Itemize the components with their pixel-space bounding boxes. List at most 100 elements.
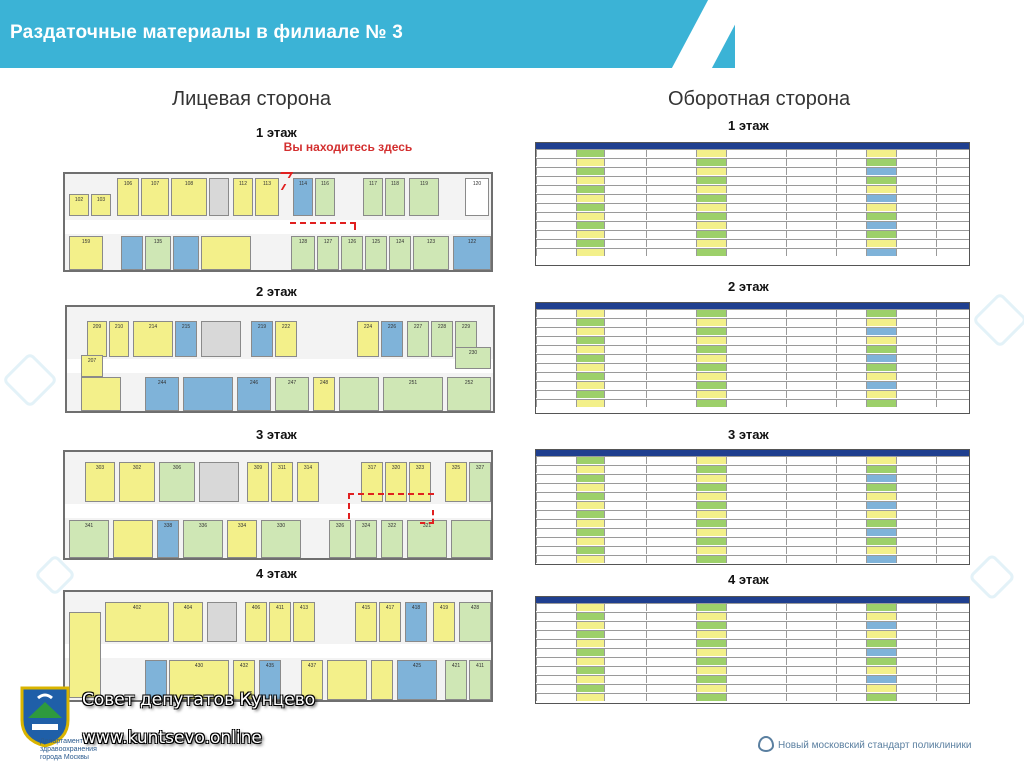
room: 418 — [405, 602, 427, 642]
table-cell — [936, 511, 969, 518]
table-cell — [866, 346, 896, 353]
table-cell — [696, 676, 726, 683]
table-cell — [536, 685, 576, 692]
table-cell — [866, 502, 896, 509]
table-cell — [936, 337, 969, 344]
room: 128 — [291, 236, 315, 270]
table-cell — [696, 529, 726, 536]
table-cell — [696, 195, 726, 202]
table-floor-3-label: 3 этаж — [728, 427, 769, 442]
table-cell — [696, 613, 726, 620]
table-cell — [936, 466, 969, 473]
table-cell — [936, 484, 969, 491]
table-row — [536, 345, 969, 353]
table-cell — [726, 319, 786, 326]
table-cell — [866, 391, 896, 398]
table-row — [536, 456, 969, 464]
table-cell — [866, 249, 896, 256]
table-cell — [866, 204, 896, 211]
table-cell — [604, 400, 646, 407]
table-cell — [896, 337, 936, 344]
room: 224 — [357, 321, 379, 357]
table-cell — [836, 159, 866, 166]
table-cell — [604, 391, 646, 398]
table-cell — [936, 613, 969, 620]
table-cell — [726, 649, 786, 656]
table-cell — [896, 622, 936, 629]
table-cell — [786, 502, 836, 509]
room: 215 — [175, 321, 197, 357]
table-cell — [896, 520, 936, 527]
table-cell — [786, 547, 836, 554]
table-cell — [836, 310, 866, 317]
table-cell — [646, 502, 696, 509]
table-cell — [836, 511, 866, 518]
table-cell — [646, 511, 696, 518]
table-cell — [896, 310, 936, 317]
table-cell — [836, 319, 866, 326]
table-row — [536, 555, 969, 563]
room: 252 — [447, 377, 491, 411]
table-cell — [866, 364, 896, 371]
room — [183, 377, 233, 411]
table-cell — [896, 457, 936, 464]
table-cell — [646, 400, 696, 407]
table-row — [536, 230, 969, 238]
table-cell — [726, 556, 786, 563]
table-cell — [604, 640, 646, 647]
table-row — [536, 501, 969, 509]
table-cell — [536, 382, 576, 389]
table-header — [536, 450, 969, 456]
room: 247 — [275, 377, 309, 411]
table-cell — [836, 457, 866, 464]
table-cell — [576, 168, 604, 175]
table-cell — [726, 168, 786, 175]
table-cell — [604, 685, 646, 692]
table-cell — [576, 213, 604, 220]
table-cell — [896, 249, 936, 256]
table-cell — [576, 249, 604, 256]
table-cell — [646, 484, 696, 491]
table-cell — [646, 658, 696, 665]
table-cell — [646, 667, 696, 674]
table-cell — [896, 204, 936, 211]
table-cell — [604, 694, 646, 701]
table-cell — [866, 547, 896, 554]
table-row — [536, 248, 969, 256]
room: 226 — [381, 321, 403, 357]
table-cell — [836, 168, 866, 175]
table-cell — [836, 204, 866, 211]
table-cell — [696, 319, 726, 326]
table-cell — [726, 373, 786, 380]
table-cell — [786, 240, 836, 247]
table-cell — [786, 556, 836, 563]
room — [207, 602, 237, 642]
table-cell — [536, 502, 576, 509]
table-cell — [936, 177, 969, 184]
table-cell — [726, 195, 786, 202]
table-cell — [786, 391, 836, 398]
table-cell — [646, 493, 696, 500]
table-cell — [536, 667, 576, 674]
room: 248 — [313, 377, 335, 411]
table-cell — [536, 240, 576, 247]
table-cell — [576, 649, 604, 656]
table-cell — [646, 310, 696, 317]
table-cell — [604, 355, 646, 362]
table-cell — [936, 400, 969, 407]
room: 306 — [159, 462, 195, 502]
table-cell — [866, 613, 896, 620]
table-cell — [786, 364, 836, 371]
table-cell — [604, 493, 646, 500]
table-cell — [786, 382, 836, 389]
floor-1-plan: 106 107 108 112 113 114 116 117 118 119 … — [63, 172, 493, 272]
table-cell — [536, 231, 576, 238]
table-cell — [696, 685, 726, 692]
table-cell — [936, 493, 969, 500]
room: 113 — [255, 178, 279, 216]
table-cell — [536, 355, 576, 362]
table-row — [536, 372, 969, 380]
table-cell — [646, 382, 696, 389]
table-cell — [696, 466, 726, 473]
table-cell — [896, 195, 936, 202]
